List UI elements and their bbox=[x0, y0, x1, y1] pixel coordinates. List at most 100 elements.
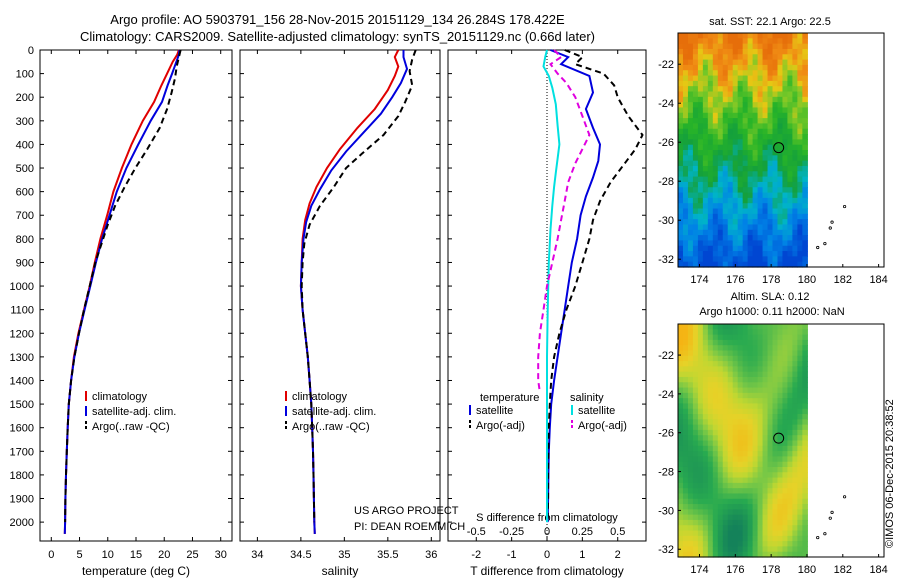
sst-map-cell bbox=[772, 80, 779, 87]
sla-map-cell bbox=[782, 541, 789, 548]
sla-map-cell bbox=[752, 525, 759, 532]
sla-map-cell bbox=[702, 509, 709, 516]
sla-map-cell bbox=[712, 530, 719, 537]
sla-map-cell bbox=[772, 519, 779, 526]
sst-map-cell bbox=[692, 128, 699, 135]
sst-map-cell bbox=[717, 240, 724, 247]
sst-map-cell bbox=[682, 251, 689, 257]
sla-map-cell bbox=[692, 498, 699, 505]
sst-map-cell bbox=[692, 203, 699, 210]
sla-map-cell bbox=[762, 387, 769, 394]
sst-map-cell bbox=[682, 123, 689, 130]
sst-map-cell bbox=[802, 70, 808, 77]
sla-map-cell bbox=[727, 398, 734, 405]
sla-map-cell bbox=[687, 509, 694, 516]
sla-map-cell bbox=[747, 435, 754, 442]
sst-map-cell bbox=[747, 33, 754, 39]
sst-map-cell bbox=[712, 197, 719, 204]
sla-map-cell bbox=[737, 435, 744, 442]
sst-map-cell bbox=[767, 118, 774, 125]
sla-map-cell bbox=[742, 519, 749, 526]
salinity-xtick-label: 35.5 bbox=[377, 549, 398, 561]
sla-map-cell bbox=[702, 530, 709, 537]
sla-map-cell bbox=[722, 477, 729, 484]
sst-map-cell bbox=[697, 187, 704, 194]
sst-map-cell bbox=[732, 96, 739, 103]
sst-map-cell bbox=[752, 139, 759, 146]
sla-map-cell bbox=[732, 403, 739, 410]
sst-map-cell bbox=[727, 123, 734, 130]
sst-map-cell bbox=[732, 245, 739, 252]
sst-map-cell bbox=[737, 171, 744, 178]
sst-map-cell bbox=[767, 256, 774, 263]
sst-map-cell bbox=[712, 219, 719, 226]
sla-map-cell bbox=[722, 440, 729, 447]
sla-map-cell bbox=[752, 530, 759, 537]
sla-map-cell bbox=[697, 424, 704, 431]
salinity-diff-tick-label: 0.5 bbox=[610, 526, 625, 538]
sla-map-cell bbox=[678, 339, 684, 346]
sla-map-cell bbox=[678, 440, 684, 447]
sla-map-cell bbox=[692, 519, 699, 526]
sst-map-cell bbox=[747, 70, 754, 77]
sst-map-cell bbox=[707, 219, 714, 226]
sst-map-cell bbox=[727, 70, 734, 77]
sst-map-cell bbox=[742, 64, 749, 71]
sla-map-cell bbox=[802, 541, 808, 548]
sst-map-cell bbox=[687, 224, 694, 231]
sla-map-cell bbox=[717, 382, 724, 389]
sla-map-cell bbox=[782, 398, 789, 405]
sla-map-cell bbox=[757, 498, 764, 505]
sst-map-cell bbox=[702, 54, 709, 61]
sst-map-cell bbox=[767, 197, 774, 204]
sst-map-cell bbox=[732, 123, 739, 130]
sla-map-cell bbox=[717, 509, 724, 516]
sst-map-cell bbox=[747, 181, 754, 188]
sst-map-cell bbox=[727, 43, 734, 50]
sla-map-cell bbox=[727, 419, 734, 426]
sst-map-cell bbox=[732, 229, 739, 236]
sla-map-cell bbox=[678, 435, 684, 442]
sla-map-cell bbox=[742, 445, 749, 452]
sst-map-cell bbox=[687, 160, 694, 167]
sst-map-cell bbox=[678, 171, 684, 178]
sst-map-cell bbox=[762, 123, 769, 130]
sst-map-cell bbox=[752, 224, 759, 231]
sla-map-cell bbox=[762, 376, 769, 383]
sst-map-cell bbox=[687, 171, 694, 178]
sla-map-cell bbox=[797, 408, 803, 415]
sst-map-cell bbox=[717, 128, 724, 135]
sla-map-cell bbox=[727, 376, 734, 383]
sla-map-cell bbox=[727, 472, 734, 479]
sst-map-cell bbox=[737, 261, 744, 268]
salinity-xtick-label: 34 bbox=[251, 549, 263, 561]
sla-map-cell bbox=[678, 371, 684, 378]
sla-map-cell bbox=[797, 461, 803, 468]
sst-map-cell bbox=[742, 112, 749, 119]
sst-map-cell bbox=[692, 165, 699, 172]
sla-map-cell bbox=[792, 392, 798, 399]
sst-map-cell bbox=[792, 96, 798, 103]
sla-map-cell bbox=[692, 329, 699, 336]
sla-map-cell bbox=[697, 324, 704, 330]
sst-map-cell bbox=[707, 70, 714, 77]
sst-map-cell bbox=[722, 155, 729, 162]
sla-map-cell bbox=[712, 435, 719, 442]
island-outline bbox=[816, 535, 820, 540]
sla-map-cell bbox=[787, 525, 793, 532]
sla-map-cell bbox=[777, 541, 784, 548]
sla-map-cell bbox=[727, 451, 734, 457]
sla-map-cell bbox=[737, 366, 744, 373]
sla-map-cell bbox=[678, 451, 684, 457]
sla-map-cell bbox=[737, 498, 744, 505]
sla-map-cell bbox=[757, 419, 764, 426]
sst-map-cell bbox=[682, 176, 689, 183]
sst-map-field bbox=[678, 33, 808, 268]
sst-map-ytick-label: -26 bbox=[658, 137, 674, 149]
sla-map-cell bbox=[772, 387, 779, 394]
sla-map-cell bbox=[767, 456, 774, 463]
sla-map-cell bbox=[707, 376, 714, 383]
sla-map-cell bbox=[747, 530, 754, 537]
sst-map-cell bbox=[692, 134, 699, 140]
sla-map-cell bbox=[682, 329, 689, 336]
